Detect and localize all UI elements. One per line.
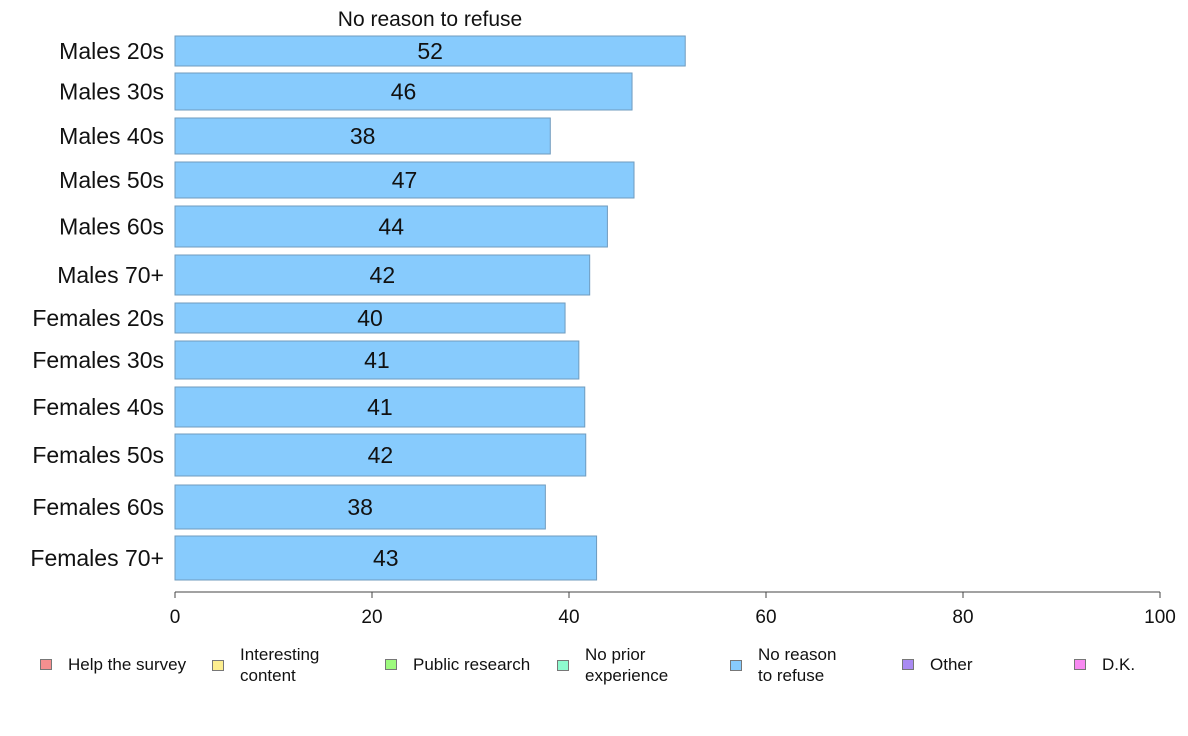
bar (174, 484, 546, 530)
bar-value-label: 41 (364, 347, 390, 373)
x-tick-label: 40 (558, 607, 579, 628)
x-tick-label: 0 (170, 607, 181, 628)
category-label: Males 30s (59, 79, 164, 105)
bar (174, 35, 686, 67)
legend-item: D.K. (1074, 654, 1135, 675)
bar-value-label: 42 (368, 442, 394, 468)
bar-value-label: 41 (367, 394, 393, 420)
category-label: Females 70+ (30, 545, 164, 571)
bar (174, 535, 598, 581)
bar-value-label: 47 (392, 167, 418, 193)
chart-legend: Help the survey Interesting content Public… (0, 644, 1188, 694)
bar-value-label: 43 (373, 545, 399, 571)
bar-value-label: 38 (350, 123, 376, 149)
legend-swatch (40, 659, 52, 670)
bar (174, 433, 587, 477)
legend-swatch (1074, 659, 1086, 670)
bar-chart: No reason to refuse 52 Males 20s 46 Males 3… (30, 8, 1176, 628)
bar (174, 254, 591, 296)
category-label: Males 40s (59, 123, 164, 149)
legend-label: No prior experience (585, 645, 669, 685)
category-label: Females 60s (32, 494, 164, 520)
bar (174, 302, 566, 334)
category-label: Males 60s (59, 214, 164, 240)
chart-title: No reason to refuse (338, 8, 522, 31)
bar (174, 386, 586, 428)
legend-label: Help the survey (68, 655, 187, 674)
legend-swatch (730, 659, 742, 671)
category-label: Females 40s (32, 394, 164, 420)
legend-item: Interesting content (212, 644, 319, 686)
legend-swatch (212, 659, 224, 671)
category-label: Females 20s (32, 305, 164, 331)
bar-value-label: 46 (391, 79, 417, 105)
bar (174, 205, 608, 248)
legend-swatch (557, 659, 569, 671)
legend-label: Interesting content (240, 645, 320, 685)
legend-item: Other (902, 654, 973, 675)
legend-label: Other (930, 655, 973, 674)
x-tick-label: 60 (755, 607, 776, 628)
legend-swatch (385, 659, 397, 670)
bar-value-label: 44 (378, 214, 404, 240)
legend-label: Public research (413, 655, 531, 674)
bar-value-label: 42 (370, 262, 396, 288)
legend-item: No prior experience (557, 644, 668, 686)
legend-item: Public research (385, 654, 530, 675)
legend-item: Help the survey (40, 654, 186, 675)
legend-label: D.K. (1102, 655, 1136, 674)
x-tick-label: 80 (952, 607, 973, 628)
category-label: Females 30s (32, 347, 164, 373)
x-tick-label: 20 (361, 607, 382, 628)
bar-value-label: 38 (347, 494, 373, 520)
legend-swatch (902, 659, 914, 670)
legend-label: No reason to refuse (758, 645, 837, 685)
bar (174, 72, 633, 111)
legend-item: No reason to refuse (730, 644, 836, 686)
category-label: Males 50s (59, 167, 164, 193)
bar-value-label: 40 (357, 305, 383, 331)
bar (174, 340, 580, 380)
category-label: Males 70+ (57, 262, 164, 288)
bar (174, 161, 635, 199)
bar-value-label: 52 (417, 38, 443, 64)
category-label: Males 20s (59, 38, 164, 64)
bar (174, 117, 551, 155)
x-tick-label: 100 (1144, 607, 1176, 628)
category-label: Females 50s (32, 442, 164, 468)
